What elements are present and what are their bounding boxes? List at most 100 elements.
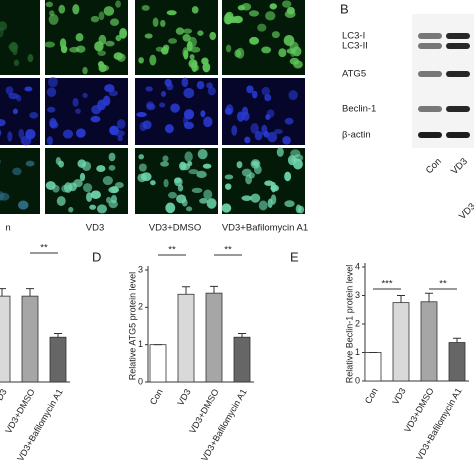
cell <box>206 198 217 209</box>
cell <box>97 50 106 56</box>
cell <box>0 159 1 164</box>
column-label: VD3+Bafilomycin A1 <box>222 223 308 234</box>
cell <box>184 151 193 162</box>
cell <box>191 6 199 14</box>
lane-label: VD3 <box>449 156 470 177</box>
cell <box>102 176 113 186</box>
cell <box>96 165 106 173</box>
cell <box>138 57 144 64</box>
y-tick-label: 2 <box>138 302 143 312</box>
cell <box>77 159 87 168</box>
band <box>446 33 470 39</box>
cell <box>175 27 185 35</box>
bar <box>149 344 167 383</box>
y-tick-label: 0 <box>355 375 360 385</box>
column-label: VD3 <box>86 223 104 234</box>
x-tick-label: VD3 <box>0 387 9 407</box>
cell <box>203 116 213 128</box>
cell <box>12 108 19 115</box>
cell <box>108 199 118 209</box>
lane-label: VD3 <box>457 201 474 222</box>
cell <box>190 46 201 53</box>
cell <box>290 157 298 163</box>
cell <box>75 128 86 138</box>
cell <box>284 171 292 182</box>
panel-letter: D <box>92 249 101 264</box>
cell <box>141 5 150 11</box>
band-label: ATG5 <box>342 69 366 80</box>
cell <box>264 94 272 102</box>
x-tick-label: VD3 <box>175 387 192 407</box>
band <box>418 43 442 49</box>
cell <box>185 206 193 212</box>
cell <box>105 40 115 47</box>
cell <box>183 28 193 34</box>
cell <box>181 77 189 88</box>
cell <box>83 183 93 193</box>
cell <box>138 163 147 172</box>
significance-label: ** <box>224 245 232 256</box>
column-label: VD3+DMSO <box>149 223 202 234</box>
cell <box>47 106 56 113</box>
lane-label: Con <box>424 156 444 176</box>
significance-label: ** <box>168 245 176 256</box>
cell <box>72 97 79 107</box>
cell <box>0 129 2 137</box>
cell <box>24 86 33 92</box>
cell <box>241 195 253 201</box>
x-tick-label: VD3 <box>390 386 407 406</box>
bar <box>448 342 466 382</box>
cell <box>270 181 277 193</box>
cell <box>160 90 167 97</box>
y-axis-label: Relative Beclin-1 protein level <box>344 265 354 384</box>
cell <box>170 103 180 113</box>
cell <box>0 191 5 201</box>
band <box>446 106 470 112</box>
cell <box>261 124 268 136</box>
column-label: n <box>5 223 10 234</box>
cell <box>236 111 245 122</box>
cell <box>8 92 19 100</box>
cell <box>103 6 115 16</box>
cell <box>191 187 203 193</box>
cell <box>284 117 294 125</box>
cell <box>18 128 25 139</box>
cell <box>288 90 298 101</box>
bar <box>205 292 223 383</box>
cell <box>209 31 217 41</box>
cell <box>108 90 119 97</box>
cell <box>225 44 232 53</box>
cell <box>166 10 177 16</box>
cell <box>90 190 101 199</box>
band-label: Beclin-1 <box>342 104 376 115</box>
cell <box>152 17 159 28</box>
cell <box>202 62 211 73</box>
cell <box>45 1 54 8</box>
significance-label: ** <box>439 279 447 290</box>
band-label: LC3-II <box>342 41 368 52</box>
cell <box>25 160 35 167</box>
cell <box>236 161 243 169</box>
cell <box>164 78 172 87</box>
cell <box>68 182 77 192</box>
bar <box>0 295 11 383</box>
cell <box>98 34 107 46</box>
cell <box>236 47 245 59</box>
cell <box>197 30 204 36</box>
cell <box>174 177 183 187</box>
cell <box>197 149 208 160</box>
error-bar <box>453 337 461 343</box>
cell <box>138 154 145 160</box>
image-tile <box>0 0 40 75</box>
cell <box>203 189 213 200</box>
cell <box>102 95 111 106</box>
cell <box>115 0 121 8</box>
cell <box>55 157 62 165</box>
cell <box>162 155 169 162</box>
cell <box>108 186 120 194</box>
cell <box>249 36 259 45</box>
cell <box>140 172 152 182</box>
cell <box>188 36 197 48</box>
cell <box>82 92 88 99</box>
